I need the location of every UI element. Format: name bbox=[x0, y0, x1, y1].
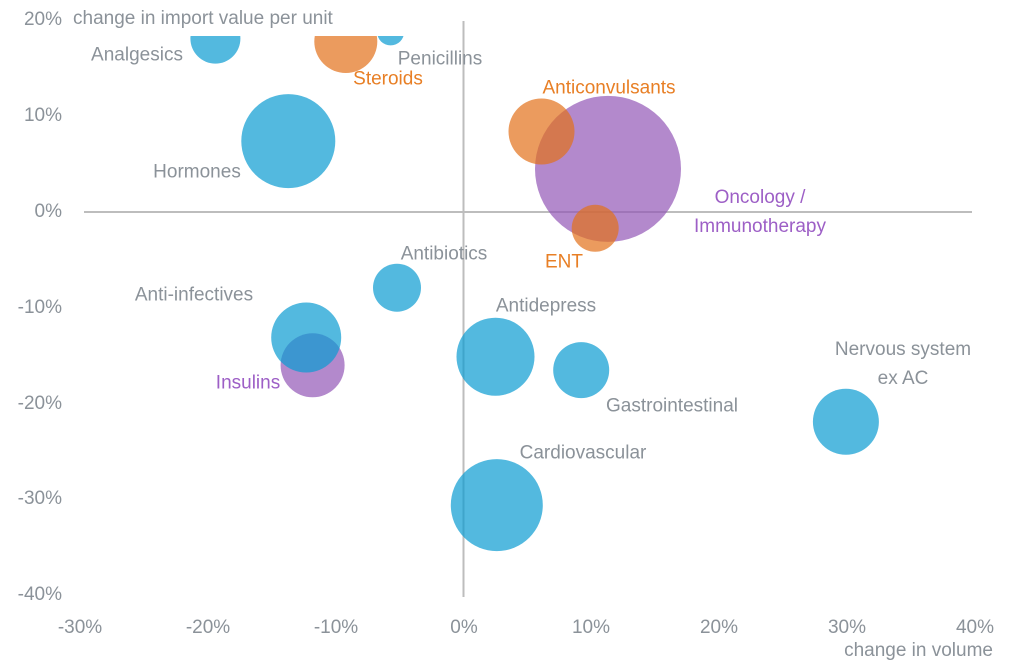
y-tick-label-10: 10% bbox=[23, 105, 62, 126]
label-line: Insulins bbox=[215, 372, 281, 394]
bubble-gastrointestinal bbox=[553, 342, 610, 399]
bubble-label-antidepress: Antidepress bbox=[496, 292, 596, 321]
y-tick-label-40: -40% bbox=[17, 584, 62, 605]
bubble-label-gastrointestinal: Gastrointestinal bbox=[606, 392, 738, 421]
x-tick-label-10: 10% bbox=[571, 617, 611, 638]
x-tick-label-10: -10% bbox=[313, 617, 359, 638]
bubble-label-steroids: Steroids bbox=[353, 65, 423, 94]
bubble-label-antibiotics: Antibiotics bbox=[401, 240, 488, 269]
label-line: Steroids bbox=[353, 68, 423, 90]
x-axis-title: change in volume bbox=[844, 640, 993, 661]
bubble-label-cardiovascular: Cardiovascular bbox=[520, 439, 647, 468]
label-line: Hormones bbox=[153, 161, 241, 183]
label-line: ex AC bbox=[877, 368, 929, 389]
y-axis-title: change in import value per unit bbox=[73, 8, 333, 29]
label-line: ENT bbox=[545, 251, 583, 273]
label-line: Nervous system bbox=[834, 339, 972, 360]
bubble-label-insulins: Insulins bbox=[216, 369, 280, 398]
bubble-label-hormones: Hormones bbox=[153, 158, 241, 187]
bubble-hormones bbox=[241, 94, 336, 189]
label-line: Penicillins bbox=[397, 48, 483, 70]
label-line: Immunotherapy bbox=[693, 216, 827, 237]
bubble-antidepress bbox=[456, 317, 535, 396]
label-line: Antibiotics bbox=[400, 243, 488, 265]
x-tick-label-40: 40% bbox=[955, 617, 995, 638]
x-tick-label-0: 0% bbox=[450, 617, 478, 638]
y-tick-label-20: 20% bbox=[23, 9, 62, 30]
x-tick-label-30: 30% bbox=[827, 617, 867, 638]
label-line: Oncology / bbox=[714, 187, 806, 208]
x-tick-label-30: -30% bbox=[57, 617, 103, 638]
bubble-cardiovascular bbox=[450, 459, 543, 552]
bubble-label-oncology-immunotherapy: Oncology / Immunotherapy bbox=[694, 183, 826, 241]
bubble-label-penicillins: Penicillins bbox=[398, 45, 482, 74]
y-tick-label-20: -20% bbox=[17, 393, 62, 414]
x-tick-label-20: -20% bbox=[185, 617, 231, 638]
bubble-steroids bbox=[314, 36, 378, 73]
label-line: Antidepress bbox=[495, 295, 597, 317]
bubble-analgesics bbox=[190, 36, 241, 64]
bubble-nervous-system-ex-ac bbox=[812, 388, 879, 455]
bubble-antibiotics bbox=[373, 263, 421, 312]
bubble-label-anti-infectives: Anti-infectives bbox=[135, 281, 253, 310]
label-line: Anticonvulsants bbox=[542, 77, 676, 99]
bubble-penicillins bbox=[377, 36, 404, 46]
bubble-label-nervous-system-ex-ac: Nervous system ex AC bbox=[835, 335, 971, 393]
label-line: Anti-infectives bbox=[134, 284, 254, 306]
bubble-label-ent: ENT bbox=[545, 248, 583, 277]
bubble-anti-infectives bbox=[271, 302, 342, 373]
y-tick-label-0: 0% bbox=[34, 201, 62, 222]
bubble-anticonvulsants bbox=[508, 98, 575, 165]
bubble-ent bbox=[571, 204, 619, 252]
y-tick-label-10: -10% bbox=[17, 297, 62, 318]
x-tick-label-20: 20% bbox=[699, 617, 739, 638]
label-line: Analgesics bbox=[91, 44, 183, 66]
bubbles-group bbox=[190, 36, 879, 552]
label-line: Gastrointestinal bbox=[605, 395, 739, 417]
bubble-label-anticonvulsants: Anticonvulsants bbox=[542, 74, 675, 103]
y-tick-label-30: -30% bbox=[17, 488, 62, 509]
label-line: Cardiovascular bbox=[519, 442, 647, 464]
bubble-label-analgesics: Analgesics bbox=[91, 41, 183, 70]
